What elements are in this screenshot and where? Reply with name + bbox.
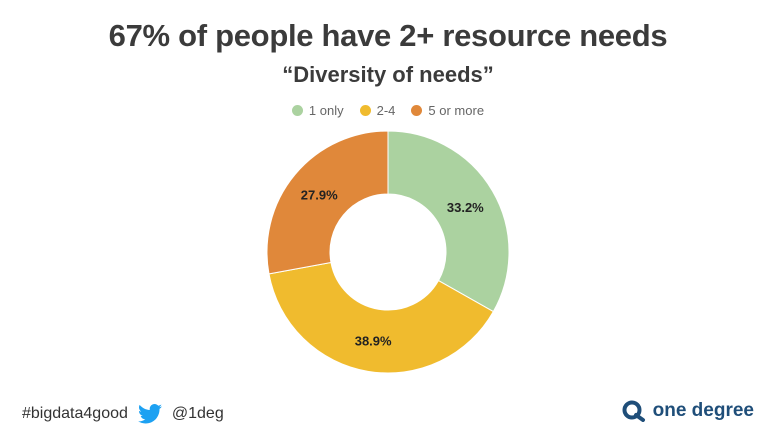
twitter-handle-text: @1deg bbox=[171, 405, 224, 422]
slice-1-only bbox=[387, 130, 510, 313]
legend-item-1-only: 1 only bbox=[291, 103, 344, 118]
data-label-5-or-more: 27.9% bbox=[301, 188, 338, 203]
legend-swatch-2-4 bbox=[359, 105, 371, 116]
legend-swatch-1-only bbox=[291, 105, 303, 116]
legend-item-5-or-more: 5 or more bbox=[411, 103, 484, 118]
hashtag-text: #bigdata4good bbox=[22, 405, 128, 422]
legend-label-5-or-more: 5 or more bbox=[428, 103, 485, 118]
legend-label-1-only: 1 only bbox=[308, 103, 344, 118]
data-label-2-4: 38.9% bbox=[355, 333, 392, 348]
data-label-1-only: 33.2% bbox=[447, 200, 484, 215]
legend-item-2-4: 2-4 bbox=[359, 103, 396, 118]
legend-swatch-5-or-more bbox=[411, 105, 423, 116]
legend-label-2-4: 2-4 bbox=[376, 103, 396, 118]
page-title: 67% of people have 2+ resource needs bbox=[108, 18, 668, 53]
twitter-bird-icon bbox=[137, 404, 162, 424]
footer-social: #bigdata4good @1deg bbox=[22, 404, 224, 424]
page-subtitle: “Diversity of needs” bbox=[282, 62, 494, 87]
brand-name-text: one degree bbox=[652, 400, 754, 421]
slice-5-or-more bbox=[266, 130, 389, 275]
chart-legend: 1 only 2-4 5 or more bbox=[0, 103, 776, 118]
slice-2-4 bbox=[268, 261, 494, 374]
one-degree-logo-icon bbox=[621, 400, 647, 422]
footer-brand: one degree bbox=[621, 400, 754, 422]
